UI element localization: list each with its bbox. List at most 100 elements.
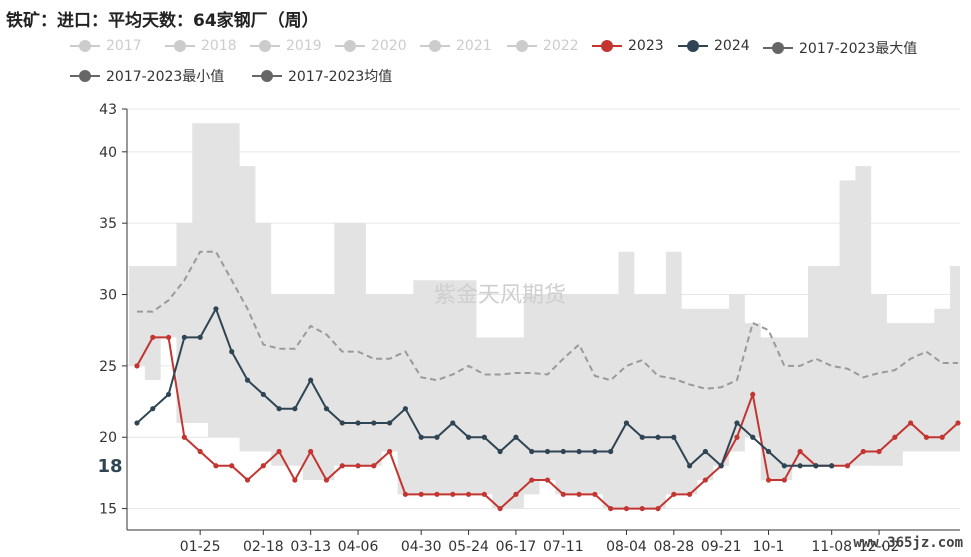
point-2024 [181, 334, 187, 340]
point-2023 [750, 391, 756, 398]
y-tick-label: 40 [99, 145, 117, 161]
x-tick-label: 12-02 [859, 539, 900, 555]
point-2024 [465, 434, 472, 440]
x-tick-label: 04-30 [401, 539, 442, 555]
point-2023 [876, 448, 882, 455]
legend-label: 2017-2023最大值 [799, 41, 918, 57]
point-2024 [686, 463, 693, 469]
mean-series [137, 250, 958, 390]
legend-item-2021[interactable]: 2021 [420, 38, 492, 54]
point-2023 [939, 434, 945, 440]
legend-item-2024[interactable]: 2024 [678, 38, 750, 54]
point-2024 [292, 406, 298, 412]
point-2024 [244, 377, 251, 383]
legend-label: 2022 [543, 38, 579, 54]
point-2023 [892, 434, 898, 440]
point-2023 [244, 477, 251, 483]
point-2023 [844, 463, 851, 469]
point-2023 [734, 434, 740, 440]
legend-item-2019[interactable]: 2019 [250, 38, 322, 54]
legend-item-2020[interactable]: 2020 [335, 38, 407, 54]
point-2023 [387, 448, 393, 455]
x-tick-label: 09-21 [701, 539, 742, 555]
legend-item-2017-2023最大值[interactable]: 2017-2023最大值 [763, 38, 917, 58]
point-2023 [923, 434, 930, 440]
y-tick-label: 43 [99, 102, 117, 118]
site-watermark: www.365jz.com [853, 535, 963, 551]
point-2023 [560, 491, 566, 497]
point-2023 [608, 505, 614, 512]
point-2023 [655, 505, 661, 512]
point-2024 [529, 448, 535, 455]
point-2024 [418, 434, 424, 440]
point-2023 [797, 448, 803, 455]
point-2023 [165, 334, 172, 340]
point-2023 [371, 463, 377, 469]
point-2023 [402, 491, 409, 497]
series-lines [134, 306, 961, 512]
point-2024 [213, 306, 219, 312]
legend-label: 2020 [371, 38, 407, 54]
chart-title: 铁矿：进口：平均天数：64家钢厂（周） [6, 11, 319, 31]
point-2023 [418, 491, 424, 497]
x-tick-label: 02-18 [243, 539, 284, 555]
point-2023 [765, 477, 772, 483]
point-2024 [165, 391, 172, 398]
legend-label: 2024 [714, 38, 750, 54]
x-tick-label: 11-08 [811, 539, 852, 555]
point-2024 [797, 463, 803, 469]
x-tick-label: 01-25 [180, 539, 221, 555]
legend-item-2018[interactable]: 2018 [165, 38, 237, 54]
y-tick-label: 15 [99, 502, 117, 518]
x-tick-label: 04-06 [338, 539, 379, 555]
point-2024 [481, 434, 487, 440]
point-2023 [434, 491, 440, 497]
point-2023 [686, 491, 693, 497]
x-tick-label: 07-11 [543, 539, 584, 555]
point-2024 [387, 420, 393, 426]
point-2024 [434, 434, 440, 440]
chart-watermark: 紫金天风期货 [434, 283, 566, 308]
x-tick-label: 03-13 [290, 539, 331, 555]
legend-item-2017-2023均值[interactable]: 2017-2023均值 [252, 66, 392, 86]
point-2024 [402, 406, 409, 412]
x-tick-label: 08-04 [606, 539, 647, 555]
point-2024 [497, 448, 503, 455]
point-2024 [829, 463, 835, 469]
point-2023 [671, 491, 677, 497]
legend-label: 2017 [106, 38, 142, 54]
point-2024 [718, 463, 724, 469]
point-2024 [355, 420, 361, 426]
point-2024 [671, 434, 677, 440]
legend-item-2022[interactable]: 2022 [507, 38, 579, 54]
y-tick-label: 30 [99, 288, 117, 304]
point-2023 [955, 420, 961, 426]
corner-badge: 18 [97, 456, 122, 477]
legend-label: 2017-2023最小值 [106, 69, 225, 85]
point-2024 [197, 334, 203, 340]
point-2024 [560, 448, 566, 455]
legend-label: 2023 [628, 38, 664, 54]
point-2024 [513, 434, 519, 440]
point-2023 [134, 363, 140, 369]
legend-label: 2019 [286, 38, 322, 54]
point-2023 [544, 477, 551, 483]
legend-label: 2021 [456, 38, 492, 54]
point-2023 [213, 463, 219, 469]
point-2024 [655, 434, 661, 440]
point-2023 [229, 463, 235, 469]
point-2024 [623, 420, 630, 426]
point-2024 [229, 349, 235, 355]
point-2024 [450, 420, 456, 426]
point-2024 [734, 420, 740, 426]
legend-item-2023[interactable]: 2023 [592, 38, 664, 54]
mean-line [137, 250, 958, 390]
legend-item-2017[interactable]: 2017 [70, 38, 142, 54]
point-2024 [576, 448, 582, 455]
point-2024 [260, 391, 266, 398]
legend-item-2017-2023最小值[interactable]: 2017-2023最小值 [70, 66, 224, 86]
point-2023 [702, 477, 708, 483]
legend-label: 2017-2023均值 [288, 69, 393, 85]
point-2023 [513, 491, 519, 497]
point-2023 [355, 463, 361, 469]
